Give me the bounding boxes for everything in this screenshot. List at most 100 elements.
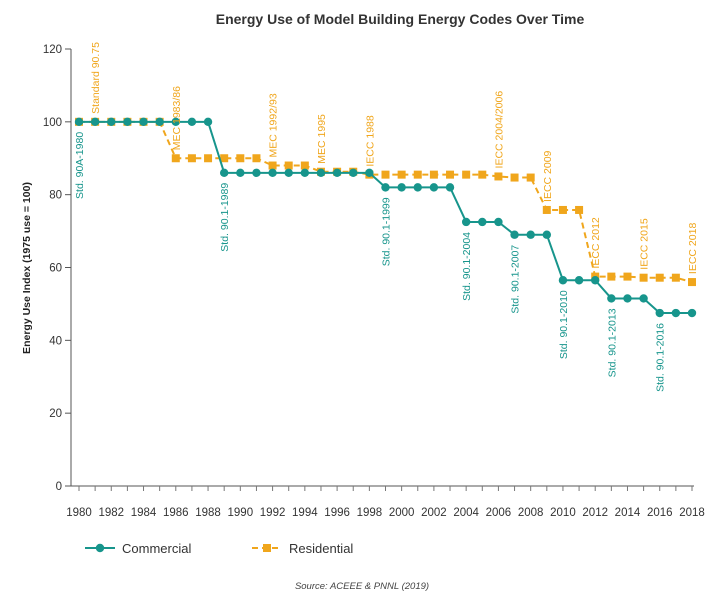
chart-title: Energy Use of Model Building Energy Code… — [216, 11, 585, 27]
data-point-residential — [284, 161, 293, 170]
x-tick-label: 1996 — [324, 507, 350, 519]
data-point-residential — [575, 205, 584, 214]
data-point-commercial — [623, 294, 632, 303]
data-point-commercial — [655, 308, 664, 318]
data-point-residential — [446, 170, 455, 179]
data-point-commercial — [429, 183, 439, 192]
data-point-commercial — [349, 168, 358, 178]
data-point-commercial — [381, 183, 390, 192]
x-tick-label: 2002 — [421, 507, 447, 519]
x-tick-label: 1982 — [98, 507, 124, 519]
data-point-residential — [220, 154, 229, 163]
data-point-residential — [671, 273, 680, 282]
annotation-label: IECC 2018 — [687, 223, 699, 275]
data-point-residential — [204, 154, 213, 163]
data-point-residential — [510, 173, 519, 182]
data-point-commercial — [236, 168, 245, 178]
data-point-residential — [429, 170, 438, 179]
x-tick-label: 2018 — [679, 507, 705, 519]
annotation-label: IECC 2009 — [542, 150, 554, 202]
series-layer — [74, 117, 697, 318]
data-point-residential — [252, 154, 261, 163]
x-tick-label: 1992 — [260, 507, 286, 519]
x-tick-label: 2006 — [486, 507, 512, 519]
data-point-commercial — [139, 117, 148, 127]
data-point-commercial — [365, 168, 374, 178]
data-point-residential — [397, 170, 406, 179]
data-point-commercial — [574, 276, 584, 285]
data-point-commercial — [510, 230, 519, 239]
x-tick-label: 2000 — [389, 507, 415, 519]
data-point-commercial — [639, 294, 648, 303]
y-axis-label: Energy Use Index (1975 use = 100) — [21, 182, 33, 354]
data-point-residential — [478, 170, 487, 179]
data-point-commercial — [252, 168, 261, 178]
annotation-label: MEC 1992/93 — [268, 93, 280, 157]
data-point-commercial — [397, 183, 406, 192]
y-tick-label: 0 — [56, 481, 62, 493]
data-point-residential — [526, 173, 535, 182]
x-tick-label: 1984 — [131, 507, 157, 519]
annotation-label: Std. 90.1-1999 — [381, 197, 393, 266]
data-point-commercial — [332, 168, 342, 178]
data-point-residential — [413, 170, 422, 179]
x-tick-label: 1986 — [163, 507, 189, 519]
data-point-residential — [688, 278, 696, 287]
data-point-residential — [542, 205, 551, 214]
annotation-label: IECC 2004/2006 — [493, 91, 505, 169]
annotation-label: MEC 1995 — [316, 114, 328, 164]
y-tick-label: 60 — [49, 263, 62, 275]
x-tick-label: 2012 — [582, 507, 608, 519]
x-tick-label: 2016 — [647, 507, 673, 519]
x-tick-label: 1994 — [292, 507, 318, 519]
x-tick-label: 2008 — [518, 507, 544, 519]
annotation-label: MEC 1983/86 — [171, 86, 183, 150]
legend-marker — [95, 543, 105, 553]
legend-marker — [263, 544, 271, 552]
data-point-commercial — [316, 168, 326, 178]
data-point-residential — [639, 273, 648, 282]
x-tick-label: 2010 — [550, 507, 576, 519]
data-point-residential — [171, 154, 180, 163]
y-tick-label: 100 — [43, 117, 62, 129]
data-point-residential — [236, 154, 245, 163]
legend: Commercial Residential — [85, 541, 353, 556]
data-point-commercial — [123, 117, 132, 127]
annotation-label: Standard 90.75 — [90, 42, 102, 114]
data-point-commercial — [558, 276, 568, 285]
annotation-label: Std. 90.1-2010 — [558, 290, 570, 359]
data-point-commercial — [219, 168, 229, 178]
annotation-label: Std. 90.1-2013 — [606, 308, 618, 377]
data-point-commercial — [526, 230, 535, 239]
data-point-residential — [558, 205, 567, 214]
x-tick-label: 1980 — [66, 507, 92, 519]
data-point-commercial — [671, 308, 681, 318]
x-tick-label: 1998 — [357, 507, 383, 519]
annotation-label: IECC 2012 — [590, 217, 602, 269]
data-point-commercial — [155, 117, 164, 127]
annotation-label: IECC 1988 — [364, 115, 376, 167]
annotation-label: Std. 90.1-2007 — [510, 245, 522, 314]
annotation-label: IECC 2015 — [639, 218, 651, 270]
y-tick-label: 40 — [49, 335, 62, 347]
data-point-residential — [607, 272, 616, 281]
data-point-commercial — [494, 217, 503, 227]
y-tick-label: 80 — [49, 190, 62, 202]
data-point-residential — [268, 161, 277, 170]
data-point-commercial — [461, 217, 471, 227]
y-tick-label: 20 — [49, 408, 62, 420]
data-point-residential — [300, 161, 309, 170]
annotations: Std. 90A-1980 Standard 90.75 MEC 1983/86 St… — [74, 42, 699, 392]
data-point-commercial — [284, 168, 293, 178]
source-note: Source: ACEEE & PNNL (2019) — [295, 581, 429, 592]
axes: 0 20 40 60 80 100 120 1980 1982 1984 1986 1988 1990 1… — [43, 44, 705, 519]
data-point-residential — [462, 170, 471, 179]
annotation-label: Std. 90.1-2004 — [461, 232, 473, 301]
data-point-commercial — [90, 117, 100, 127]
annotation-label: Std. 90.1-2016 — [655, 323, 667, 392]
data-point-commercial — [478, 217, 487, 227]
x-tick-label: 2014 — [615, 507, 641, 519]
data-point-commercial — [74, 117, 84, 127]
x-tick-label: 2004 — [453, 507, 479, 519]
